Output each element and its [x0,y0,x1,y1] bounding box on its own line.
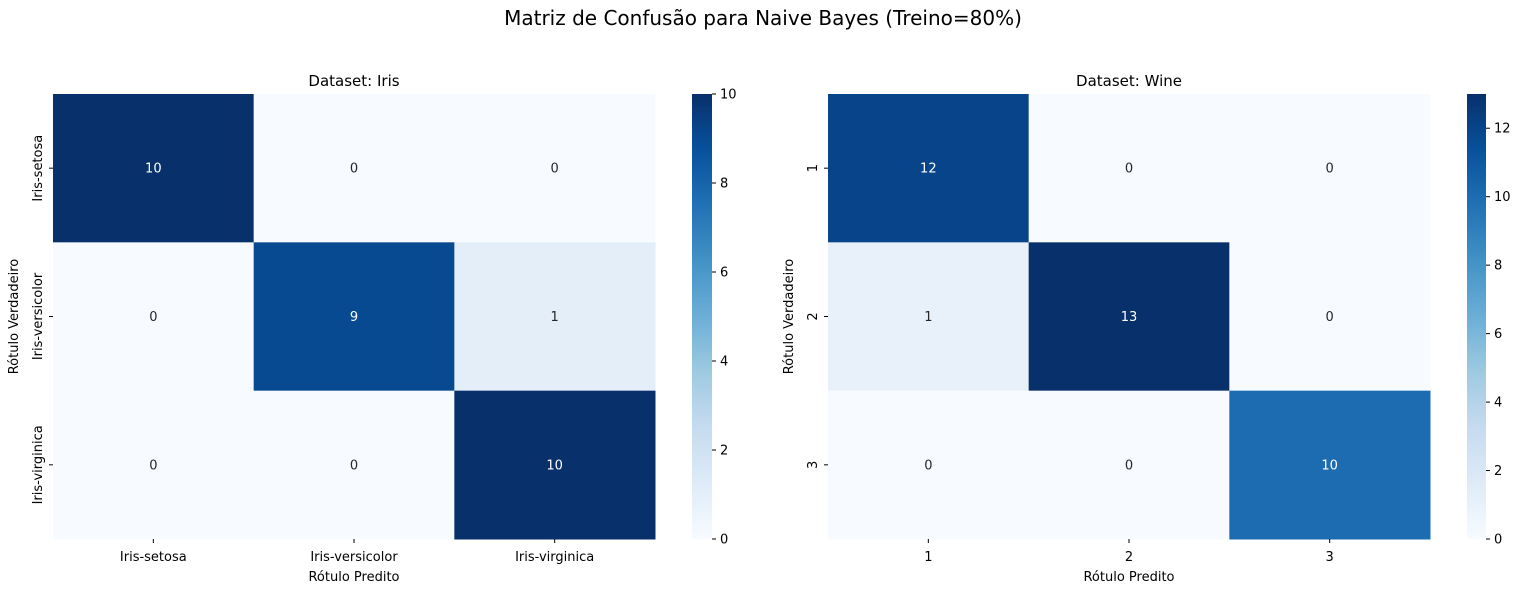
panel1-colorbar-tick-label: 4 [720,355,728,370]
panel1-cell-label: 1 [551,310,559,325]
panel2-cell-label: 0 [1326,162,1334,177]
panel2-colorbar-tick-label: 10 [1494,190,1511,205]
panel1-x-tick-label: Iris-versicolor [310,550,398,565]
panel1-cell-label: 9 [350,310,358,325]
panel1-cell [454,94,656,243]
panel1-y-tick-label: Iris-virginica [31,425,46,504]
panel1-cell-label: 0 [149,310,157,325]
panel2-x-axis-label: Rótulo Predito [1083,570,1174,585]
panel2-colorbar-tick-label: 0 [1494,533,1502,548]
panel1-cell-label: 0 [149,458,157,473]
panel2-cell-label: 0 [1326,310,1334,325]
panel1-cell [454,242,656,392]
panel1-cell-label: 10 [546,458,563,473]
panel2-y-tick-label: 3 [806,461,821,469]
panel2-cell-label: 0 [924,458,932,473]
panel2-cell [828,242,1030,392]
panel2-colorbar [1467,94,1486,539]
panel2-title: Dataset: Wine [1076,72,1182,90]
panel2-colorbar-tick-label: 12 [1494,122,1511,137]
panel1-y-axis-label: Rótulo Verdadeiro [7,259,22,375]
panel2-cell-label: 10 [1321,458,1338,473]
panel1-colorbar-tick-label: 0 [720,533,728,548]
panel2-colorbar-tick-label: 8 [1494,259,1502,274]
panel1-cell [53,242,255,392]
panel1-cell-label: 0 [350,458,358,473]
panel2-cell-label: 0 [1125,162,1133,177]
panel1-cell-label: 0 [551,162,559,177]
panel2-x-tick-label: 3 [1326,550,1334,565]
panel2-x-tick-label: 2 [1125,550,1133,565]
panel1-cell [253,94,455,243]
panel2-cell [1028,94,1230,243]
panel2-y-tick-label: 2 [806,312,821,320]
panel1-colorbar-tick-label: 8 [720,177,728,192]
panel2-y-axis-label: Rótulo Verdadeiro [782,259,797,375]
panel1-colorbar [692,94,712,539]
panel2-cell-label: 1 [924,310,932,325]
panel2-colorbar-tick-label: 2 [1494,464,1502,479]
panel1-x-axis-label: Rótulo Predito [308,570,399,585]
panel2-cell [1229,390,1431,540]
panel1-cell-label: 10 [145,162,162,177]
panel2-colorbar-tick-label: 4 [1494,396,1502,411]
panel2-cell [1028,242,1230,392]
panel1-cell [253,242,455,392]
panel2-cell [828,94,1030,243]
panel2-x-tick-label: 1 [924,550,932,565]
panel2-cell [828,390,1030,540]
panel2-colorbar-tick-label: 6 [1494,327,1502,342]
panel2-cell [1229,94,1431,243]
panel1-colorbar-tick-label: 2 [720,444,728,459]
panel2-cell [1028,390,1230,540]
panel1-title: Dataset: Iris [308,72,399,90]
panel1-colorbar-tick-label: 10 [720,88,737,103]
panel2-cell-label: 0 [1125,458,1133,473]
panel1-cell [53,390,255,540]
panel2-cell-label: 12 [920,162,937,177]
panel1-cell [454,390,656,540]
panel1-cell [53,94,255,243]
panel1-y-tick-label: Iris-setosa [31,135,46,202]
panel2-cell-label: 13 [1121,310,1138,325]
panel2-y-tick-label: 1 [806,164,821,172]
panel1-y-tick-label: Iris-versicolor [31,272,46,360]
panel2-cell [1229,242,1431,392]
figure-title: Matriz de Confusão para Naive Bayes (Tre… [504,6,1022,30]
panel1-x-tick-label: Iris-virginica [515,550,594,565]
panel1-cell-label: 0 [350,162,358,177]
panel1-cell [253,390,455,540]
panel1-x-tick-label: Iris-setosa [120,550,187,565]
panel1-colorbar-tick-label: 6 [720,266,728,281]
